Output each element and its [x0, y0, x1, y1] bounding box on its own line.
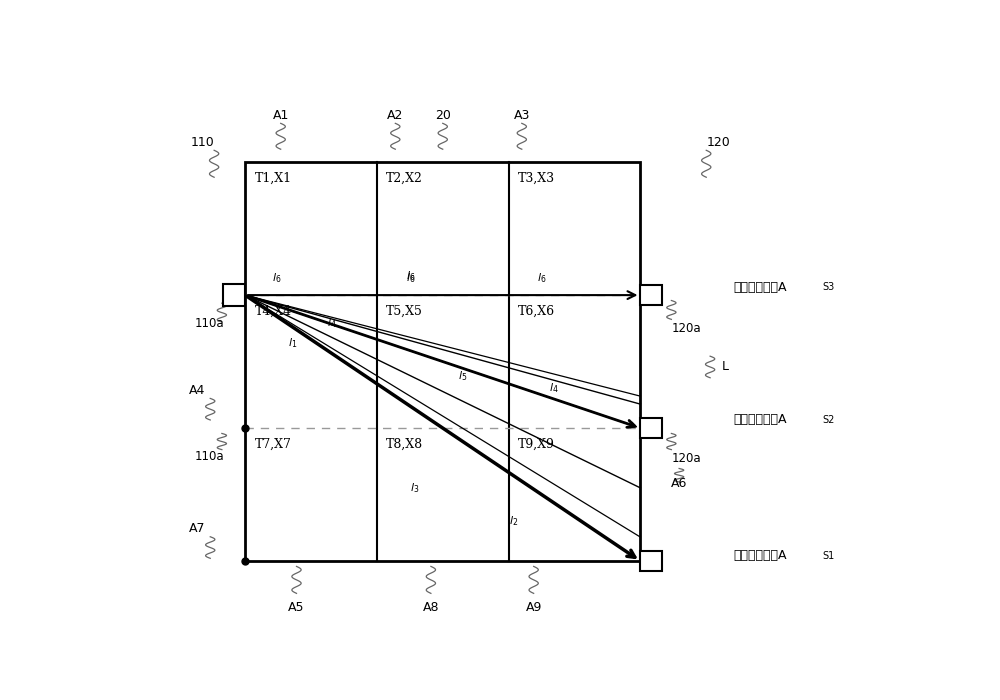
Text: A9: A9 — [525, 601, 542, 615]
Text: T3,X3: T3,X3 — [518, 172, 555, 185]
Text: A1: A1 — [273, 108, 289, 122]
Text: A3: A3 — [514, 108, 530, 122]
Text: $\it{l_5}$: $\it{l_5}$ — [458, 370, 467, 383]
Text: S2: S2 — [822, 415, 835, 425]
Text: S3: S3 — [822, 282, 835, 292]
Bar — [223, 284, 245, 307]
Text: L: L — [722, 360, 729, 374]
Bar — [245, 162, 640, 561]
Bar — [640, 286, 662, 304]
Text: A6: A6 — [671, 477, 688, 489]
Text: $\it{l_4}$: $\it{l_4}$ — [549, 382, 558, 395]
Bar — [640, 419, 662, 438]
Text: 110a: 110a — [195, 316, 224, 330]
Text: A7: A7 — [189, 522, 206, 536]
Text: $\it{l_6}$: $\it{l_6}$ — [406, 270, 416, 283]
Text: 120a: 120a — [671, 452, 701, 466]
Text: S1: S1 — [822, 551, 835, 561]
Text: 吸光度面積：A: 吸光度面積：A — [733, 281, 787, 293]
Text: 110: 110 — [191, 136, 215, 148]
Text: $\it{l_2}$: $\it{l_2}$ — [509, 514, 519, 528]
Text: 120a: 120a — [671, 322, 701, 335]
Text: 120: 120 — [706, 136, 730, 148]
Text: A5: A5 — [288, 601, 305, 615]
Text: T9,X9: T9,X9 — [518, 438, 555, 451]
Text: 110a: 110a — [195, 449, 224, 463]
Text: $\it{l_1}$: $\it{l_1}$ — [288, 336, 297, 350]
Text: 吸光度面積：A: 吸光度面積：A — [733, 414, 787, 426]
Text: $\it{l_6}$: $\it{l_6}$ — [272, 272, 281, 285]
Text: T1,X1: T1,X1 — [254, 172, 292, 185]
Text: T5,X5: T5,X5 — [386, 304, 423, 318]
Text: T4,X4: T4,X4 — [254, 304, 292, 318]
Text: 吸光度面積：A: 吸光度面積：A — [733, 549, 787, 562]
Text: 20: 20 — [435, 108, 451, 122]
Text: T6,X6: T6,X6 — [518, 304, 555, 318]
Text: A8: A8 — [423, 601, 439, 615]
Text: T8,X8: T8,X8 — [386, 438, 423, 451]
Text: T2,X2: T2,X2 — [386, 172, 423, 185]
Text: $\it{l_6}$: $\it{l_6}$ — [537, 272, 546, 285]
Text: A4: A4 — [189, 384, 206, 397]
Text: $\it{l_4}$: $\it{l_4}$ — [327, 316, 337, 330]
Bar — [640, 552, 662, 570]
Text: T7,X7: T7,X7 — [254, 438, 291, 451]
Text: A2: A2 — [387, 108, 404, 122]
Text: $\it{l_6}$: $\it{l_6}$ — [406, 272, 416, 285]
Text: $\it{l_3}$: $\it{l_3}$ — [410, 481, 420, 495]
